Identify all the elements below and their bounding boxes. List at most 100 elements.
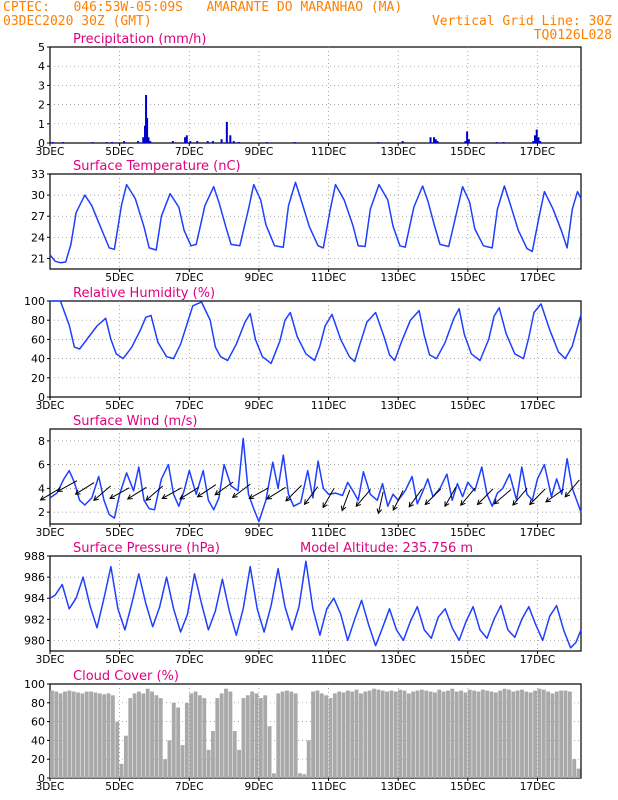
wind-arrow-shaft-7: [162, 487, 182, 499]
wind-arrow-head-23: [444, 501, 450, 508]
p1-bar-15: [185, 135, 188, 143]
p6-bar-62: [319, 693, 324, 778]
p3-title: Relative Humidity (%): [73, 286, 215, 301]
p6-bar-119: [567, 691, 572, 778]
p2-ytick-label-0: 21: [31, 252, 45, 265]
p1-frame: [49, 46, 582, 144]
p6-xtick-label-7: 17DEC: [520, 781, 555, 793]
header-line2: 03DEC2020 30Z (GMT): [3, 14, 152, 29]
wind-arrow-shaft-11: [232, 483, 251, 498]
p6-bar-58: [302, 774, 307, 778]
p6-bar-61: [315, 690, 320, 778]
p6-bar-34: [197, 695, 202, 778]
wind-arrow-head-16: [322, 502, 328, 509]
p6-bar-46: [250, 691, 255, 778]
p6-bar-63: [324, 695, 329, 778]
p6-ytick-label-0: 0: [38, 772, 45, 785]
p5-annotation: Model Altitude: 235.756 m: [300, 541, 473, 556]
p6-bar-27: [167, 740, 172, 778]
p1-bar-23: [232, 141, 235, 143]
p1-xtick-label-1: 5DEC: [105, 146, 134, 158]
wind-arrow-head-28: [528, 499, 535, 506]
p6-ytick-label-3: 60: [31, 716, 45, 729]
p6-bar-3: [63, 691, 67, 778]
p6-bar-93: [454, 691, 459, 778]
p1-ytick-label-1: 1: [38, 118, 45, 131]
p2-ytick-label-2: 27: [31, 210, 45, 223]
p6-bar-54: [285, 690, 289, 778]
p2-ytick-label-3: 30: [31, 189, 45, 202]
wind-arrow-head-4: [109, 493, 116, 499]
p6-bar-60: [311, 691, 315, 778]
p6-bar-66: [337, 691, 342, 778]
p6-bar-2: [58, 693, 63, 778]
p2-series-line: [49, 181, 582, 264]
p6-bar-89: [437, 689, 442, 778]
wind-arrow-head-24: [460, 500, 466, 506]
p4-xtick-label-3: 9DEC: [245, 527, 274, 539]
wind-arrow-shaft-16: [322, 488, 335, 508]
p6-bar-83: [411, 691, 416, 778]
p4-ytick-label-3: 8: [38, 435, 45, 448]
p1-bar-30: [433, 137, 436, 143]
wind-arrow-shaft-2: [75, 482, 95, 495]
wind-arrow-shaft-14: [285, 484, 302, 502]
p1-xtick-label-2: 7DEC: [175, 146, 204, 158]
p3-xtick-label-6: 15DEC: [450, 400, 485, 412]
p1-bar-8: [144, 125, 147, 143]
p6-bar-115: [550, 693, 555, 778]
p6-bar-18: [128, 698, 133, 778]
p6-bar-8: [84, 691, 89, 778]
p3-xtick-label-5: 13DEC: [380, 400, 415, 412]
wind-arrow-head-20: [392, 505, 398, 512]
wind-arrow-shaft-19: [377, 491, 384, 514]
wind-arrow-shaft-24: [460, 487, 476, 506]
wind-arrow-head-0: [39, 495, 46, 501]
p6-xtick-label-1: 5DEC: [105, 781, 134, 793]
p1-bar-34: [466, 131, 469, 143]
p6-bar-30: [180, 745, 185, 778]
p1-ytick-label-0: 0: [38, 137, 45, 150]
p6-bar-10: [93, 692, 98, 778]
p1-xtick-label-6: 15DEC: [450, 146, 485, 158]
wind-arrow-shaft-4: [109, 487, 130, 499]
p3-frame: [49, 300, 582, 398]
wind-arrow-shaft-0: [40, 488, 60, 501]
p1-bar-21: [225, 121, 228, 143]
p6-xtick-label-0: 3DEC: [36, 781, 65, 793]
p4-xtick-label-4: 11DEC: [311, 527, 346, 539]
p6-bar-7: [80, 693, 85, 778]
p6-bar-12: [102, 694, 107, 778]
p6-bar-17: [123, 735, 128, 778]
p6-bar-52: [276, 693, 281, 778]
p6-bar-73: [367, 690, 372, 778]
p5-ytick-label-4: 988: [24, 550, 45, 563]
p6-bar-67: [341, 692, 346, 778]
p5-series-line: [49, 560, 582, 649]
p6-bar-28: [171, 702, 176, 778]
p6-bar-50: [267, 726, 272, 778]
p4-ytick-label-0: 2: [38, 506, 45, 519]
wind-arrow-shaft-12: [249, 487, 269, 499]
wind-arrow-head-29: [545, 497, 551, 503]
p6-bar-44: [241, 698, 246, 778]
p6-bar-56: [293, 693, 298, 778]
p6-xtick-label-6: 15DEC: [450, 781, 485, 793]
p6-bar-92: [450, 688, 455, 778]
p1-bar-31: [434, 139, 437, 143]
p6-bar-23: [150, 691, 154, 778]
p4-xtick-label-7: 17DEC: [520, 527, 555, 539]
p6-bar-45: [245, 695, 250, 778]
p6-bar-76: [380, 690, 385, 778]
p6-bar-88: [433, 692, 437, 778]
p6-bar-105: [507, 689, 511, 778]
p6-bar-19: [132, 693, 137, 778]
p2-xtick-label-1: 7DEC: [175, 272, 204, 284]
p6-bar-69: [350, 691, 355, 778]
p1-bar-5: [123, 141, 126, 143]
p6-bar-71: [359, 693, 363, 778]
p5-frame: [49, 555, 582, 652]
wind-arrow-shaft-23: [444, 486, 457, 507]
p1-bar-40: [535, 129, 538, 143]
wind-arrow-head-10: [214, 490, 221, 496]
